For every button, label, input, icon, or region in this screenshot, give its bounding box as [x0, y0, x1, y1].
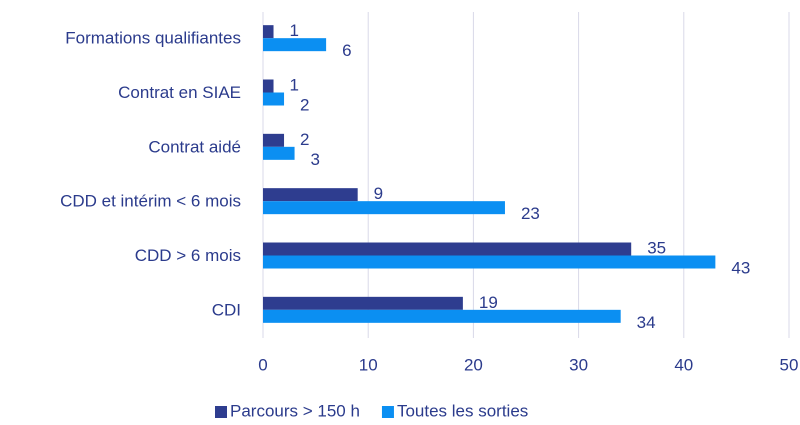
x-tick-label: 50 [780, 355, 799, 374]
bar [263, 201, 505, 215]
y-tick-label: Contrat aidé [148, 137, 241, 156]
x-tick-label: 20 [464, 355, 483, 374]
data-label: 9 [374, 184, 383, 203]
bar [263, 309, 621, 323]
bar [263, 255, 716, 269]
legend-swatch [381, 406, 394, 418]
x-tick-label: 0 [258, 355, 267, 374]
data-label: 34 [637, 313, 656, 332]
data-label: 2 [300, 130, 309, 149]
bar [263, 242, 632, 256]
bar [263, 79, 274, 93]
bar [263, 92, 285, 106]
x-tick-label: 40 [674, 355, 693, 374]
data-label: 1 [290, 21, 299, 40]
y-tick-label: CDI [212, 300, 241, 319]
legend-label: Parcours > 150 h [230, 401, 360, 420]
data-label: 43 [731, 258, 750, 277]
x-tick-label: 30 [569, 355, 588, 374]
y-tick-label: CDD > 6 mois [135, 246, 241, 265]
data-label: 3 [311, 150, 320, 169]
data-label: 19 [479, 293, 498, 312]
data-label: 1 [290, 75, 299, 94]
legend-swatch [215, 406, 227, 418]
y-tick-label: Contrat en SIAE [118, 83, 241, 102]
bar [263, 146, 295, 160]
data-label: 2 [300, 95, 309, 114]
bar [263, 38, 327, 52]
y-tick-label: CDD et intérim < 6 mois [60, 192, 241, 211]
bar [263, 25, 274, 39]
y-tick-label: Formations qualifiantes [65, 29, 241, 48]
legend-label: Toutes les sorties [397, 401, 528, 420]
bar [263, 133, 285, 147]
x-tick-label: 10 [359, 355, 378, 374]
bar [263, 296, 463, 310]
data-label: 6 [342, 41, 351, 60]
bar [263, 188, 358, 202]
data-label: 35 [647, 238, 666, 257]
data-label: 23 [521, 204, 540, 223]
